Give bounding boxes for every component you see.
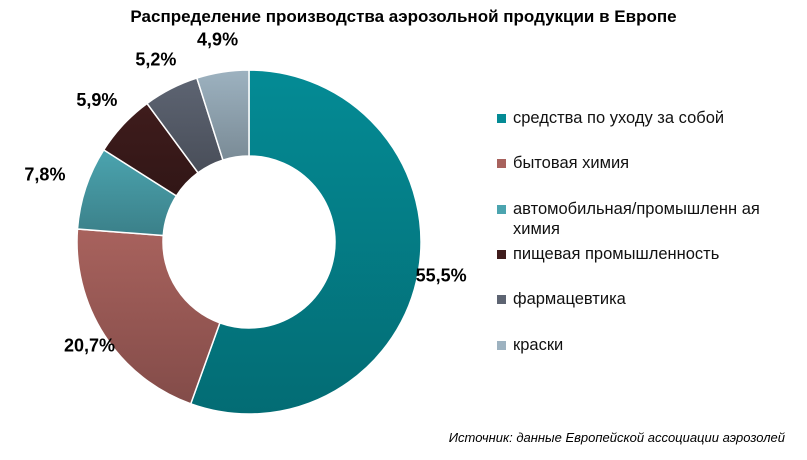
value-label-3: 5,9% [76, 90, 117, 110]
legend-label: пищевая промышленность [513, 245, 720, 263]
value-label-2: 7,8% [24, 164, 65, 184]
legend-item: фармацевтика [497, 289, 787, 309]
legend-swatch [497, 341, 506, 350]
legend-label: краски [513, 336, 564, 354]
value-label-4: 5,2% [135, 49, 176, 69]
legend-item: краски [497, 335, 787, 355]
source-note: Источник: данные Европейской ассоциации … [448, 430, 785, 445]
chart-title: Распределение производства аэрозольной п… [130, 7, 677, 26]
legend-swatch [497, 159, 506, 168]
slice-5 [195, 69, 250, 161]
legend-label: бытовая химия [513, 154, 630, 172]
legend-swatch [497, 114, 506, 123]
value-label-5: 4,9% [197, 29, 238, 49]
legend-item: бытовая химия [497, 153, 787, 173]
slice-0 [189, 69, 422, 415]
legend-label: автомобильная/промышленн ая химия [513, 200, 760, 238]
legend-label: средства по уходу за собой [513, 109, 725, 127]
slice-1 [76, 228, 221, 405]
legend-swatch [497, 205, 506, 214]
legend-swatch [497, 250, 506, 259]
legend-item: автомобильная/промышленн ая химия [497, 199, 787, 239]
value-label-0: 55,5% [416, 266, 467, 286]
legend-item: средства по уходу за собой [497, 108, 787, 128]
legend-swatch [497, 295, 506, 304]
legend-label: фармацевтика [513, 290, 626, 308]
value-label-1: 20,7% [64, 335, 115, 355]
legend-item: пищевая промышленность [497, 244, 787, 264]
